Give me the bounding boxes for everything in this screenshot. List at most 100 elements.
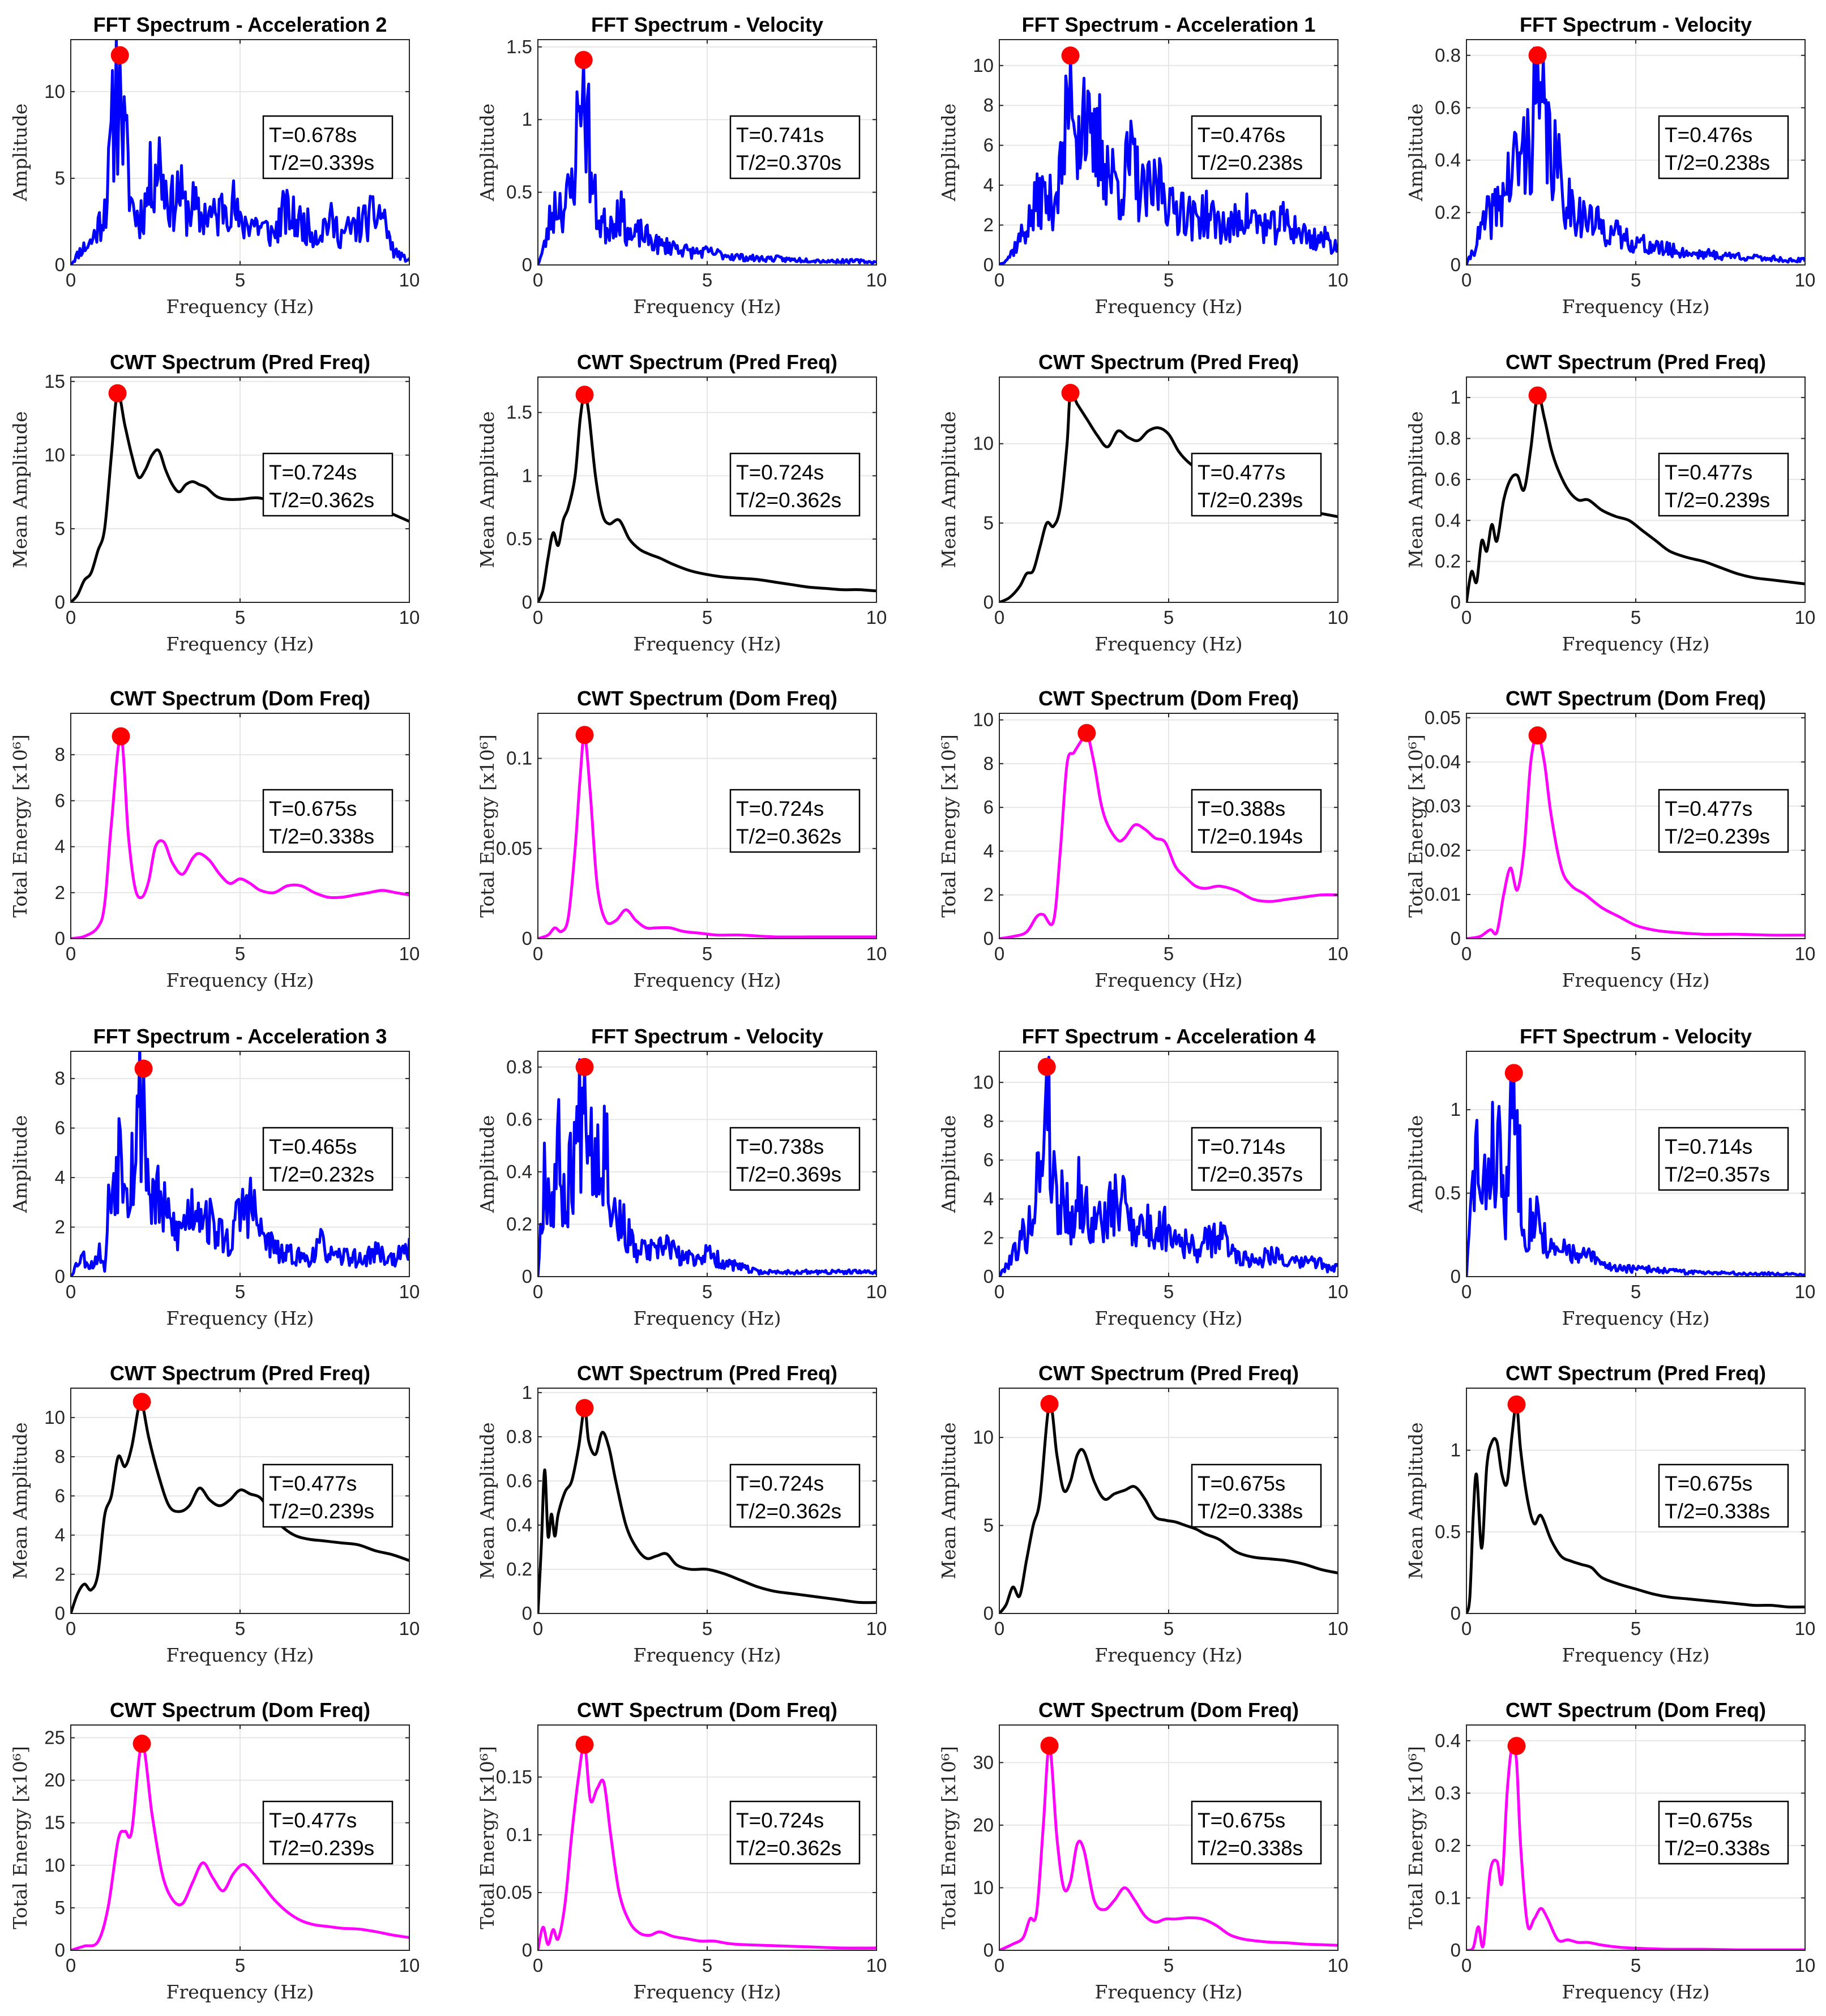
x-tick-label: 10 [1795,1618,1816,1639]
chart-title: CWT Spectrum (Dom Freq) [1038,1698,1299,1722]
y-tick-label: 0.02 [1425,840,1461,861]
x-tick-label: 10 [1795,607,1816,628]
half-period-text: T/2=0.239s [1665,825,1770,848]
peak-marker [575,726,594,744]
period-text: T=0.476s [1198,123,1285,147]
period-annotation-box [1191,1800,1322,1865]
x-axis-label: Frequency (Hz) [634,969,781,991]
y-tick-label: 6 [983,135,994,156]
half-period-text: T/2=0.239s [269,1837,374,1860]
x-tick-label: 0 [66,943,76,964]
series-line [71,1398,409,1613]
peak-marker [110,46,129,65]
y-tick-label: 1 [522,1382,532,1403]
period-annotation-box [1658,1463,1789,1528]
y-axis-label: Mean Amplitude [938,1422,960,1579]
x-tick-label: 10 [1328,1281,1349,1302]
half-period-text: T/2=0.338s [1198,1837,1303,1860]
x-tick-label: 10 [1328,269,1349,290]
half-period-text: T/2=0.362s [736,489,841,512]
series-line [1466,1071,1805,1277]
y-tick-label: 2 [55,1217,65,1238]
y-tick-label: 0.4 [1435,149,1461,170]
peak-marker [1504,1064,1523,1082]
y-tick-label: 0.6 [1435,469,1461,490]
period-text: T=0.724s [736,797,824,820]
y-tick-label: 0 [983,1266,994,1287]
chart-title: CWT Spectrum (Pred Freq) [1038,350,1299,374]
y-tick-label: 10 [44,81,65,102]
period-text: T=0.465s [269,1135,357,1158]
y-tick-label: 10 [973,1072,994,1093]
half-period-text: T/2=0.362s [736,825,841,848]
x-tick-label: 5 [1164,1618,1174,1639]
y-tick-label: 2 [983,1227,994,1248]
period-text: T=0.477s [269,1809,357,1832]
y-tick-label: 10 [44,1407,65,1428]
y-tick-label: 6 [55,1118,65,1138]
period-text: T=0.724s [736,461,824,484]
y-tick-label: 10 [973,1877,994,1898]
period-annotation-box [729,1127,861,1191]
x-tick-label: 10 [399,943,420,964]
chart-title: CWT Spectrum (Pred Freq) [577,350,837,374]
peak-marker [1037,1058,1056,1076]
peak-marker [132,1393,151,1411]
peak-marker [1077,724,1096,742]
subplot-24: 0 5 10 0 0.1 0.2 0.3 0.4 CWT Spectrum (Dom Freq)… [1405,1698,1815,2003]
y-tick-label: 0 [1451,1266,1461,1287]
y-tick-label: 0.5 [1435,1183,1461,1204]
y-tick-label: 0 [522,1266,532,1287]
x-tick-label: 5 [1631,1281,1641,1302]
x-axis-label: Frequency (Hz) [1562,1307,1710,1329]
period-text: T=0.675s [269,797,357,820]
y-tick-label: 8 [55,744,65,765]
subplot-21: 0 5 10 0 5 10 15 20 25 CWT Spectrum (Dom Freq) Fre… [9,1698,420,2003]
x-tick-label: 0 [533,607,543,628]
period-annotation-box [262,1127,394,1191]
half-period-text: T/2=0.194s [1198,825,1303,848]
y-axis-label: Total Energy [x10⁶] [938,1746,960,1929]
period-annotation-box [262,452,394,517]
y-axis-label: Amplitude [9,1115,31,1214]
series-line [538,733,876,939]
period-annotation-box [1191,789,1322,853]
y-axis-label: Amplitude [476,104,498,202]
period-text: T=0.675s [1665,1809,1752,1832]
series-line [999,1402,1338,1613]
subplot-7: 0 5 10 0 5 10 CWT Spectrum (Pred Freq) Frequenc… [938,350,1348,655]
y-tick-label: 0.8 [506,1056,532,1077]
chart-title: FFT Spectrum - Velocity [1520,1025,1752,1048]
x-tick-label: 0 [994,1618,1004,1639]
y-axis-label: Amplitude [938,104,960,202]
half-period-text: T/2=0.338s [1198,1500,1303,1523]
x-tick-label: 10 [866,943,887,964]
x-tick-label: 5 [1631,1618,1641,1639]
y-tick-label: 0 [1451,254,1461,275]
peak-marker [575,386,594,404]
y-tick-label: 1 [1451,1440,1461,1461]
chart-title: CWT Spectrum (Dom Freq) [110,687,370,710]
y-tick-label: 0.1 [1435,1887,1461,1908]
period-annotation-box [1658,452,1789,517]
y-tick-label: 2 [983,884,994,905]
y-axis-label: Mean Amplitude [938,411,960,568]
subplot-12: 0 5 10 0 0.01 0.02 0.03 0.04 0.05 CWT Spectrum (D… [1405,687,1815,991]
chart-title: FFT Spectrum - Velocity [1520,13,1752,36]
peak-marker [1061,384,1080,403]
subplot-3: 0 5 10 0 2 4 6 8 10 FFT Spectrum - Acceleration 1… [938,13,1348,318]
y-tick-label: 6 [983,1149,994,1170]
x-tick-label: 5 [702,269,712,290]
y-tick-label: 0.5 [506,182,532,203]
period-text: T=0.477s [269,1472,357,1495]
y-tick-label: 0 [1451,928,1461,949]
peak-marker [575,1399,594,1418]
y-axis-label: Total Energy [x10⁶] [476,734,498,918]
series-line [71,40,409,265]
subplot-18: 0 5 10 0 0.2 0.4 0.6 0.8 1 CWT Spectrum (Pred Fre… [476,1362,887,1666]
x-tick-label: 0 [1461,1618,1472,1639]
y-tick-label: 0.6 [1435,97,1461,118]
y-axis-label: Mean Amplitude [9,1422,31,1579]
y-tick-label: 10 [44,444,65,465]
y-tick-label: 1 [522,109,532,130]
